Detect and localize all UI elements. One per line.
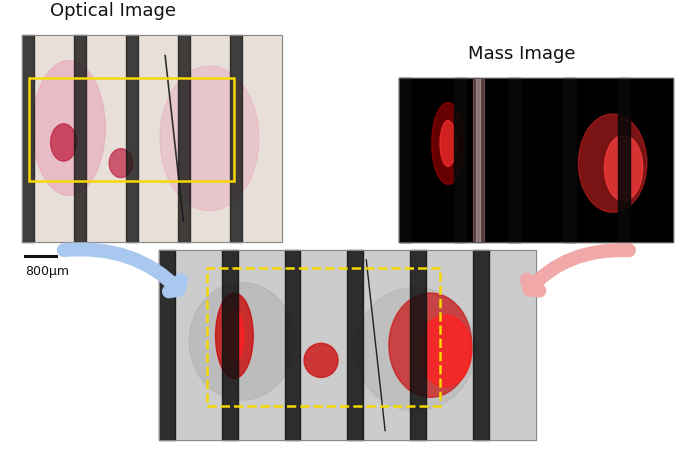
Ellipse shape (225, 309, 244, 362)
Bar (126, 35, 138, 242)
Bar (399, 78, 411, 242)
Bar (399, 78, 673, 242)
Bar (22, 35, 282, 242)
Ellipse shape (419, 315, 472, 387)
Bar (410, 250, 426, 440)
Ellipse shape (51, 124, 76, 161)
Ellipse shape (389, 293, 472, 397)
Text: 800μm: 800μm (25, 265, 69, 278)
Text: Optical Image: Optical Image (50, 2, 176, 20)
Ellipse shape (355, 288, 475, 410)
Ellipse shape (189, 283, 294, 400)
Ellipse shape (604, 135, 643, 201)
Bar (222, 250, 237, 440)
Bar (347, 250, 363, 440)
Bar (74, 35, 86, 242)
Bar (285, 250, 301, 440)
Bar (453, 78, 466, 242)
Bar (159, 250, 175, 440)
Bar (29, 78, 235, 181)
Ellipse shape (304, 343, 338, 378)
Ellipse shape (160, 66, 259, 211)
Bar (475, 78, 480, 242)
Bar (473, 78, 484, 242)
Bar (563, 78, 576, 242)
Ellipse shape (215, 293, 253, 378)
Bar (399, 78, 673, 242)
Ellipse shape (109, 148, 133, 178)
Bar (508, 78, 521, 242)
Bar (178, 35, 190, 242)
Text: Mass Image: Mass Image (469, 45, 576, 63)
Bar (230, 35, 242, 242)
Bar (618, 78, 630, 242)
Bar (159, 250, 536, 440)
Bar (473, 250, 488, 440)
Ellipse shape (440, 121, 456, 166)
Ellipse shape (32, 61, 105, 195)
Bar (159, 250, 536, 440)
Bar (22, 35, 282, 242)
Bar (207, 268, 440, 405)
Ellipse shape (579, 114, 647, 212)
Ellipse shape (431, 103, 464, 184)
Bar (22, 35, 34, 242)
